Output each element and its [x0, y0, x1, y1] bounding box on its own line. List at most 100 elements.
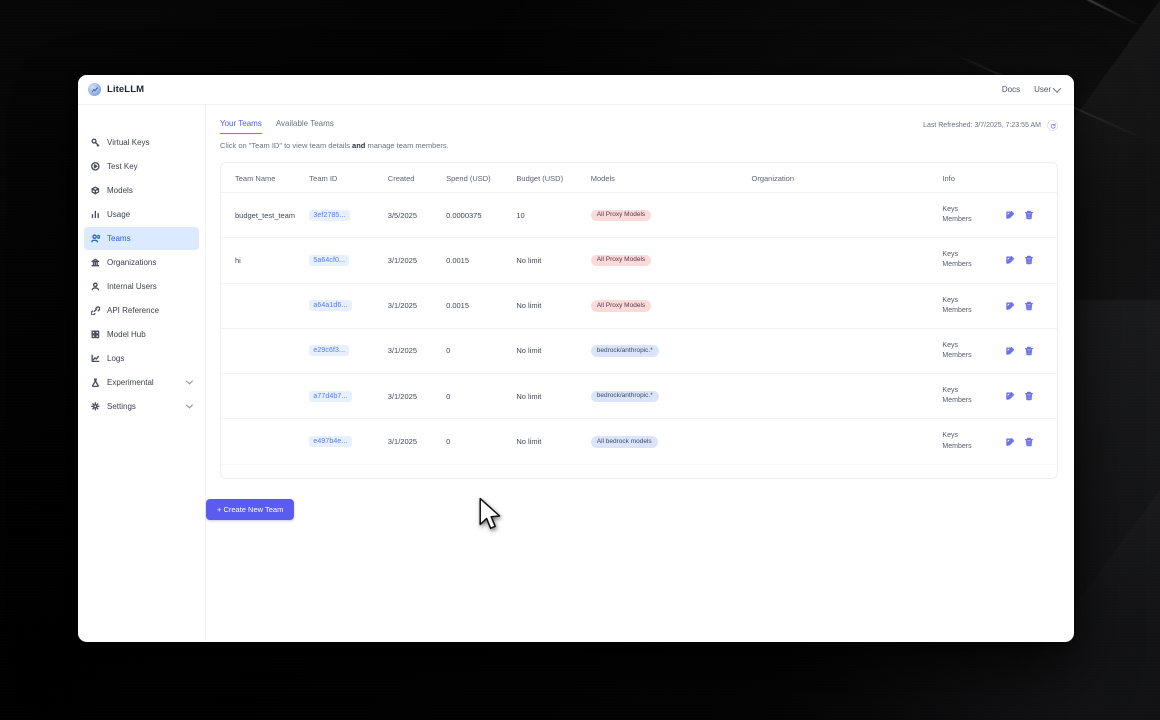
cell-spend: 0.0015 — [446, 464, 517, 478]
refresh-button[interactable] — [1047, 120, 1058, 131]
delete-team-button[interactable] — [1024, 210, 1034, 220]
gear-icon — [91, 402, 100, 411]
team-id-chip[interactable]: a64a1d6... — [309, 300, 352, 312]
delete-team-button[interactable] — [1024, 255, 1034, 265]
sidebar-item-api-reference[interactable]: API Reference — [84, 299, 199, 322]
sidebar-item-virtual-keys[interactable]: Virtual Keys — [84, 131, 199, 154]
table-row[interactable]: e497b4e... 3/1/2025 0 No limit All bedrock m… — [221, 418, 1057, 465]
chevron-down-icon — [1052, 83, 1062, 93]
col-header-organization: Organization — [751, 163, 943, 193]
cell-actions — [1004, 192, 1057, 239]
edit-team-button[interactable] — [1005, 346, 1015, 356]
cell-info: Keys Members — [942, 237, 1005, 284]
info-members-link[interactable]: Members — [942, 351, 972, 359]
sidebar-item-test-key[interactable]: Test Key — [84, 155, 199, 178]
table-row[interactable]: a64a1d6... 3/1/2025 0.0015 No limit All Prox… — [221, 283, 1057, 329]
col-header-created: Created — [387, 163, 447, 193]
edit-team-button[interactable] — [1005, 210, 1015, 220]
edit-icon — [1006, 256, 1014, 265]
info-keys-link[interactable]: Keys — [942, 296, 958, 304]
cell-organization — [751, 464, 943, 478]
cell-created: 3/1/2025 — [387, 418, 447, 465]
chevron-down-icon[interactable] — [185, 377, 194, 385]
cell-budget: No limit — [516, 328, 591, 375]
edit-team-button[interactable] — [1005, 301, 1015, 311]
team-id-chip[interactable]: a77d4b7... — [309, 390, 352, 402]
cell-budget: No limit — [516, 373, 591, 420]
info-members-link[interactable]: Members — [942, 442, 972, 450]
gear-icon — [91, 402, 100, 411]
sidebar-item-label: Usage — [107, 209, 131, 219]
user-menu[interactable]: User — [1034, 83, 1062, 94]
info-members-link[interactable]: Members — [942, 261, 972, 269]
sidebar-item-experimental[interactable]: Experimental — [84, 371, 199, 394]
edit-team-button[interactable] — [1005, 255, 1015, 265]
info-keys-link[interactable]: Keys — [942, 477, 1000, 479]
teams-tabs: Your Teams Available Teams — [220, 119, 334, 134]
delete-team-button[interactable] — [1024, 391, 1034, 401]
cell-actions — [1004, 373, 1057, 420]
trash-icon — [1024, 437, 1033, 446]
sidebar-item-model-hub[interactable]: Model Hub — [84, 323, 199, 346]
sidebar-item-models[interactable]: Models — [84, 179, 199, 202]
chevron-down-icon[interactable] — [185, 401, 194, 409]
info-members-link[interactable]: Members — [942, 306, 972, 314]
trash-icon — [1024, 301, 1033, 311]
cell-organization — [751, 373, 943, 420]
table-row[interactable]: budget_test_team 3ef2785... 3/5/2025 0.0000… — [221, 192, 1057, 239]
bar-chart-icon — [91, 210, 100, 219]
sidebar-item-internal-users[interactable]: Internal Users — [84, 275, 199, 298]
cell-actions — [1004, 237, 1057, 284]
brand[interactable]: LiteLLM — [88, 83, 144, 96]
edit-team-button[interactable] — [1005, 437, 1015, 447]
team-id-chip[interactable]: e497b4e... — [309, 436, 352, 448]
edit-team-button[interactable] — [1005, 391, 1015, 401]
docs-link[interactable]: Docs — [1001, 85, 1021, 94]
info-keys-link[interactable]: Keys — [942, 251, 958, 259]
sidebar-item-teams[interactable]: Teams — [84, 227, 199, 250]
table-row[interactable]: e29c6f3... 3/1/2025 0 No limit bedrock/anthr… — [221, 328, 1057, 375]
cell-models: All Proxy Models — [590, 192, 752, 239]
edit-icon — [1006, 347, 1014, 355]
cell-budget: No limit — [516, 464, 591, 478]
tabs-row: Your Teams Available Teams Last Refreshe… — [220, 119, 1058, 134]
info-keys-link[interactable]: Keys — [942, 432, 958, 440]
sidebar-item-label: Organizations — [107, 257, 157, 267]
sidebar-item-usage[interactable]: Usage — [84, 203, 199, 226]
sidebar-item-settings[interactable]: Settings — [84, 395, 199, 418]
table-row[interactable]: a77d4b7... 3/1/2025 0 No limit bedrock/anthr… — [221, 373, 1057, 420]
sidebar-item-label: Test Key — [107, 161, 138, 171]
cell-team-name — [221, 464, 310, 478]
info-members-link[interactable]: Members — [942, 397, 972, 405]
team-id-chip[interactable]: 3ef2785... — [309, 209, 350, 221]
refresh-icon — [1050, 123, 1055, 129]
litellm-logo-icon — [88, 83, 101, 96]
team-id-chip[interactable]: 5a64cf0... — [309, 254, 350, 266]
user-icon — [91, 282, 100, 291]
create-new-team-button[interactable]: + Create New Team — [206, 499, 295, 520]
cell-created: 3/1/2025 — [387, 237, 447, 284]
delete-team-button[interactable] — [1024, 301, 1034, 311]
sidebar-item-label: Model Hub — [107, 329, 146, 339]
info-keys-link[interactable]: Keys — [942, 341, 958, 349]
flask-icon — [92, 378, 99, 387]
cell-info: Keys Members — [942, 373, 1005, 420]
info-keys-link[interactable]: Keys — [942, 206, 958, 213]
link-icon — [91, 306, 100, 315]
sidebar-item-logs[interactable]: Logs — [84, 347, 199, 370]
info-keys-link[interactable]: Keys — [942, 387, 958, 395]
delete-team-button[interactable] — [1024, 346, 1034, 356]
link-icon — [91, 306, 100, 315]
cell-team-name: hi — [221, 237, 310, 284]
cell-team-id: e497b4e... — [309, 418, 388, 465]
team-id-chip[interactable]: e29c6f3... — [309, 345, 350, 357]
table-row[interactable]: hi 5a64cf0... 3/1/2025 0.0015 No limit All Pr… — [221, 237, 1057, 284]
tab-available-teams[interactable]: Available Teams — [275, 119, 334, 128]
info-members-link[interactable]: Members — [942, 216, 972, 224]
tab-your-teams[interactable]: Your Teams — [220, 119, 262, 134]
delete-team-button[interactable] — [1024, 437, 1034, 447]
cell-team-name — [221, 418, 310, 465]
sidebar-item-organizations[interactable]: Organizations — [84, 251, 199, 274]
